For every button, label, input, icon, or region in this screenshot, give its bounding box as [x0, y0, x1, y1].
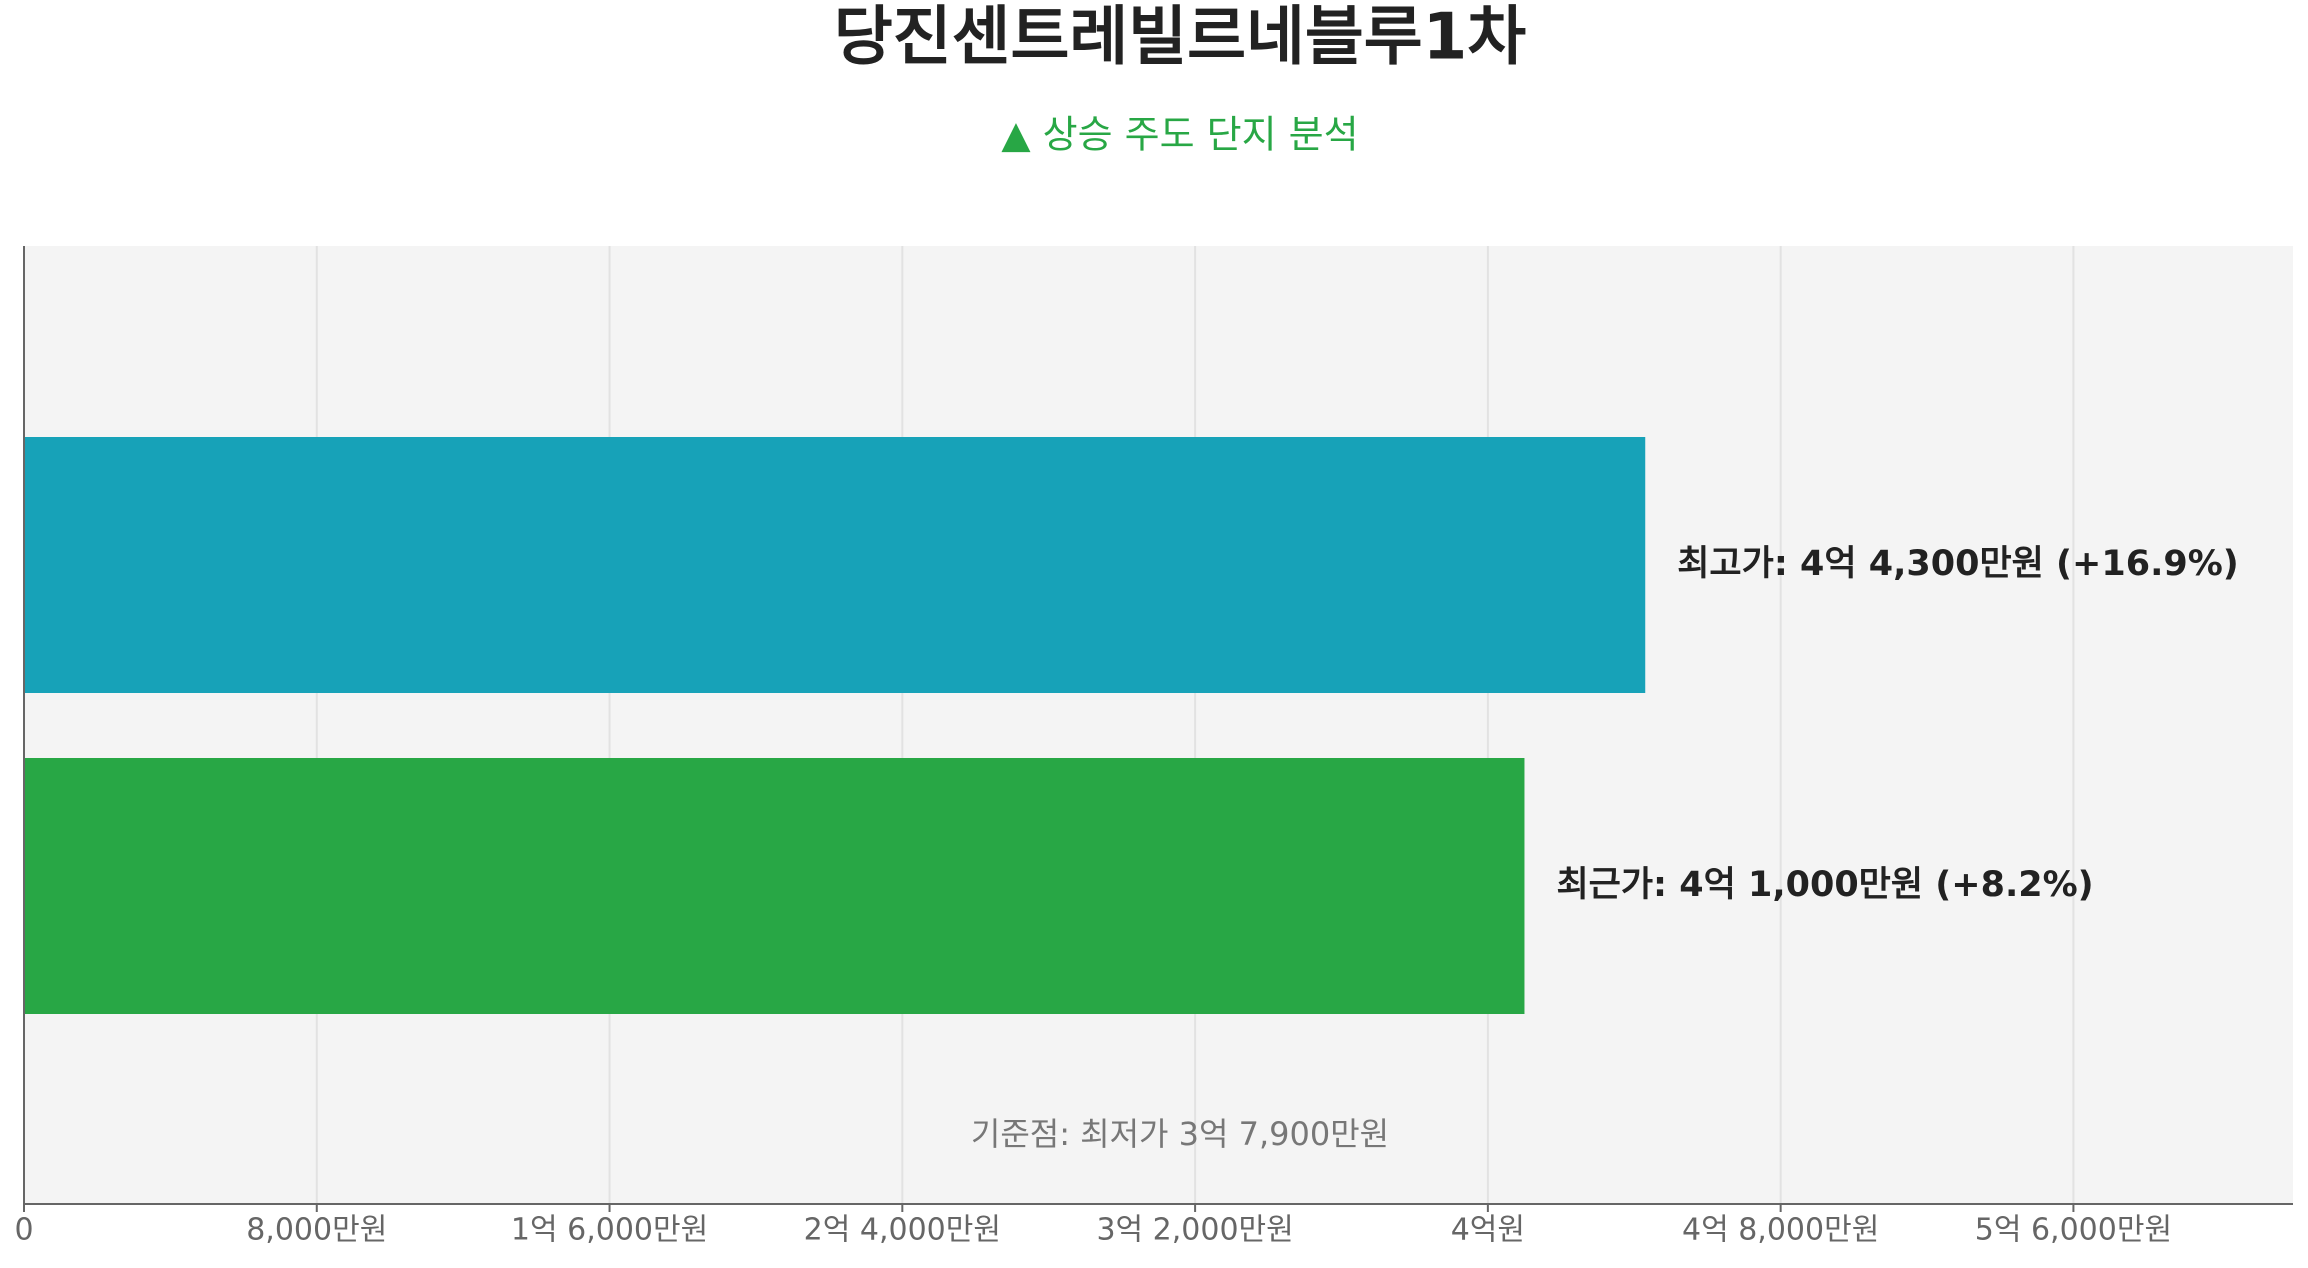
- chart-title: 당진센트레빌르네블루1차: [834, 1, 1526, 75]
- x-tick-label: 4억 8,000만원: [1682, 1213, 1879, 1248]
- x-tick-label: 8,000만원: [246, 1213, 387, 1248]
- x-tick-label: 0: [14, 1213, 33, 1248]
- value-label: 최고가: 4억 4,300만원 (+16.9%): [1677, 544, 2239, 584]
- x-tick-label: 5억 6,000만원: [1975, 1213, 2172, 1248]
- bar: [24, 437, 1646, 693]
- x-tick-label: 4억원: [1451, 1213, 1525, 1248]
- plot-background: [24, 246, 2293, 1204]
- chart-subtitle: ▲ 상승 주도 단지 분석: [1001, 113, 1358, 157]
- bar: [24, 758, 1525, 1014]
- bars: [24, 437, 1646, 1014]
- x-tick-label: 2억 4,000만원: [804, 1213, 1001, 1248]
- x-tick-label: 3억 2,000만원: [1096, 1213, 1293, 1248]
- value-label: 최근가: 4억 1,000만원 (+8.2%): [1556, 865, 2093, 905]
- grid: [23, 246, 2075, 1204]
- x-tick-label: 1억 6,000만원: [511, 1213, 708, 1248]
- annotation: 기준점: 최저가 3억 7,900만원: [971, 1115, 1389, 1153]
